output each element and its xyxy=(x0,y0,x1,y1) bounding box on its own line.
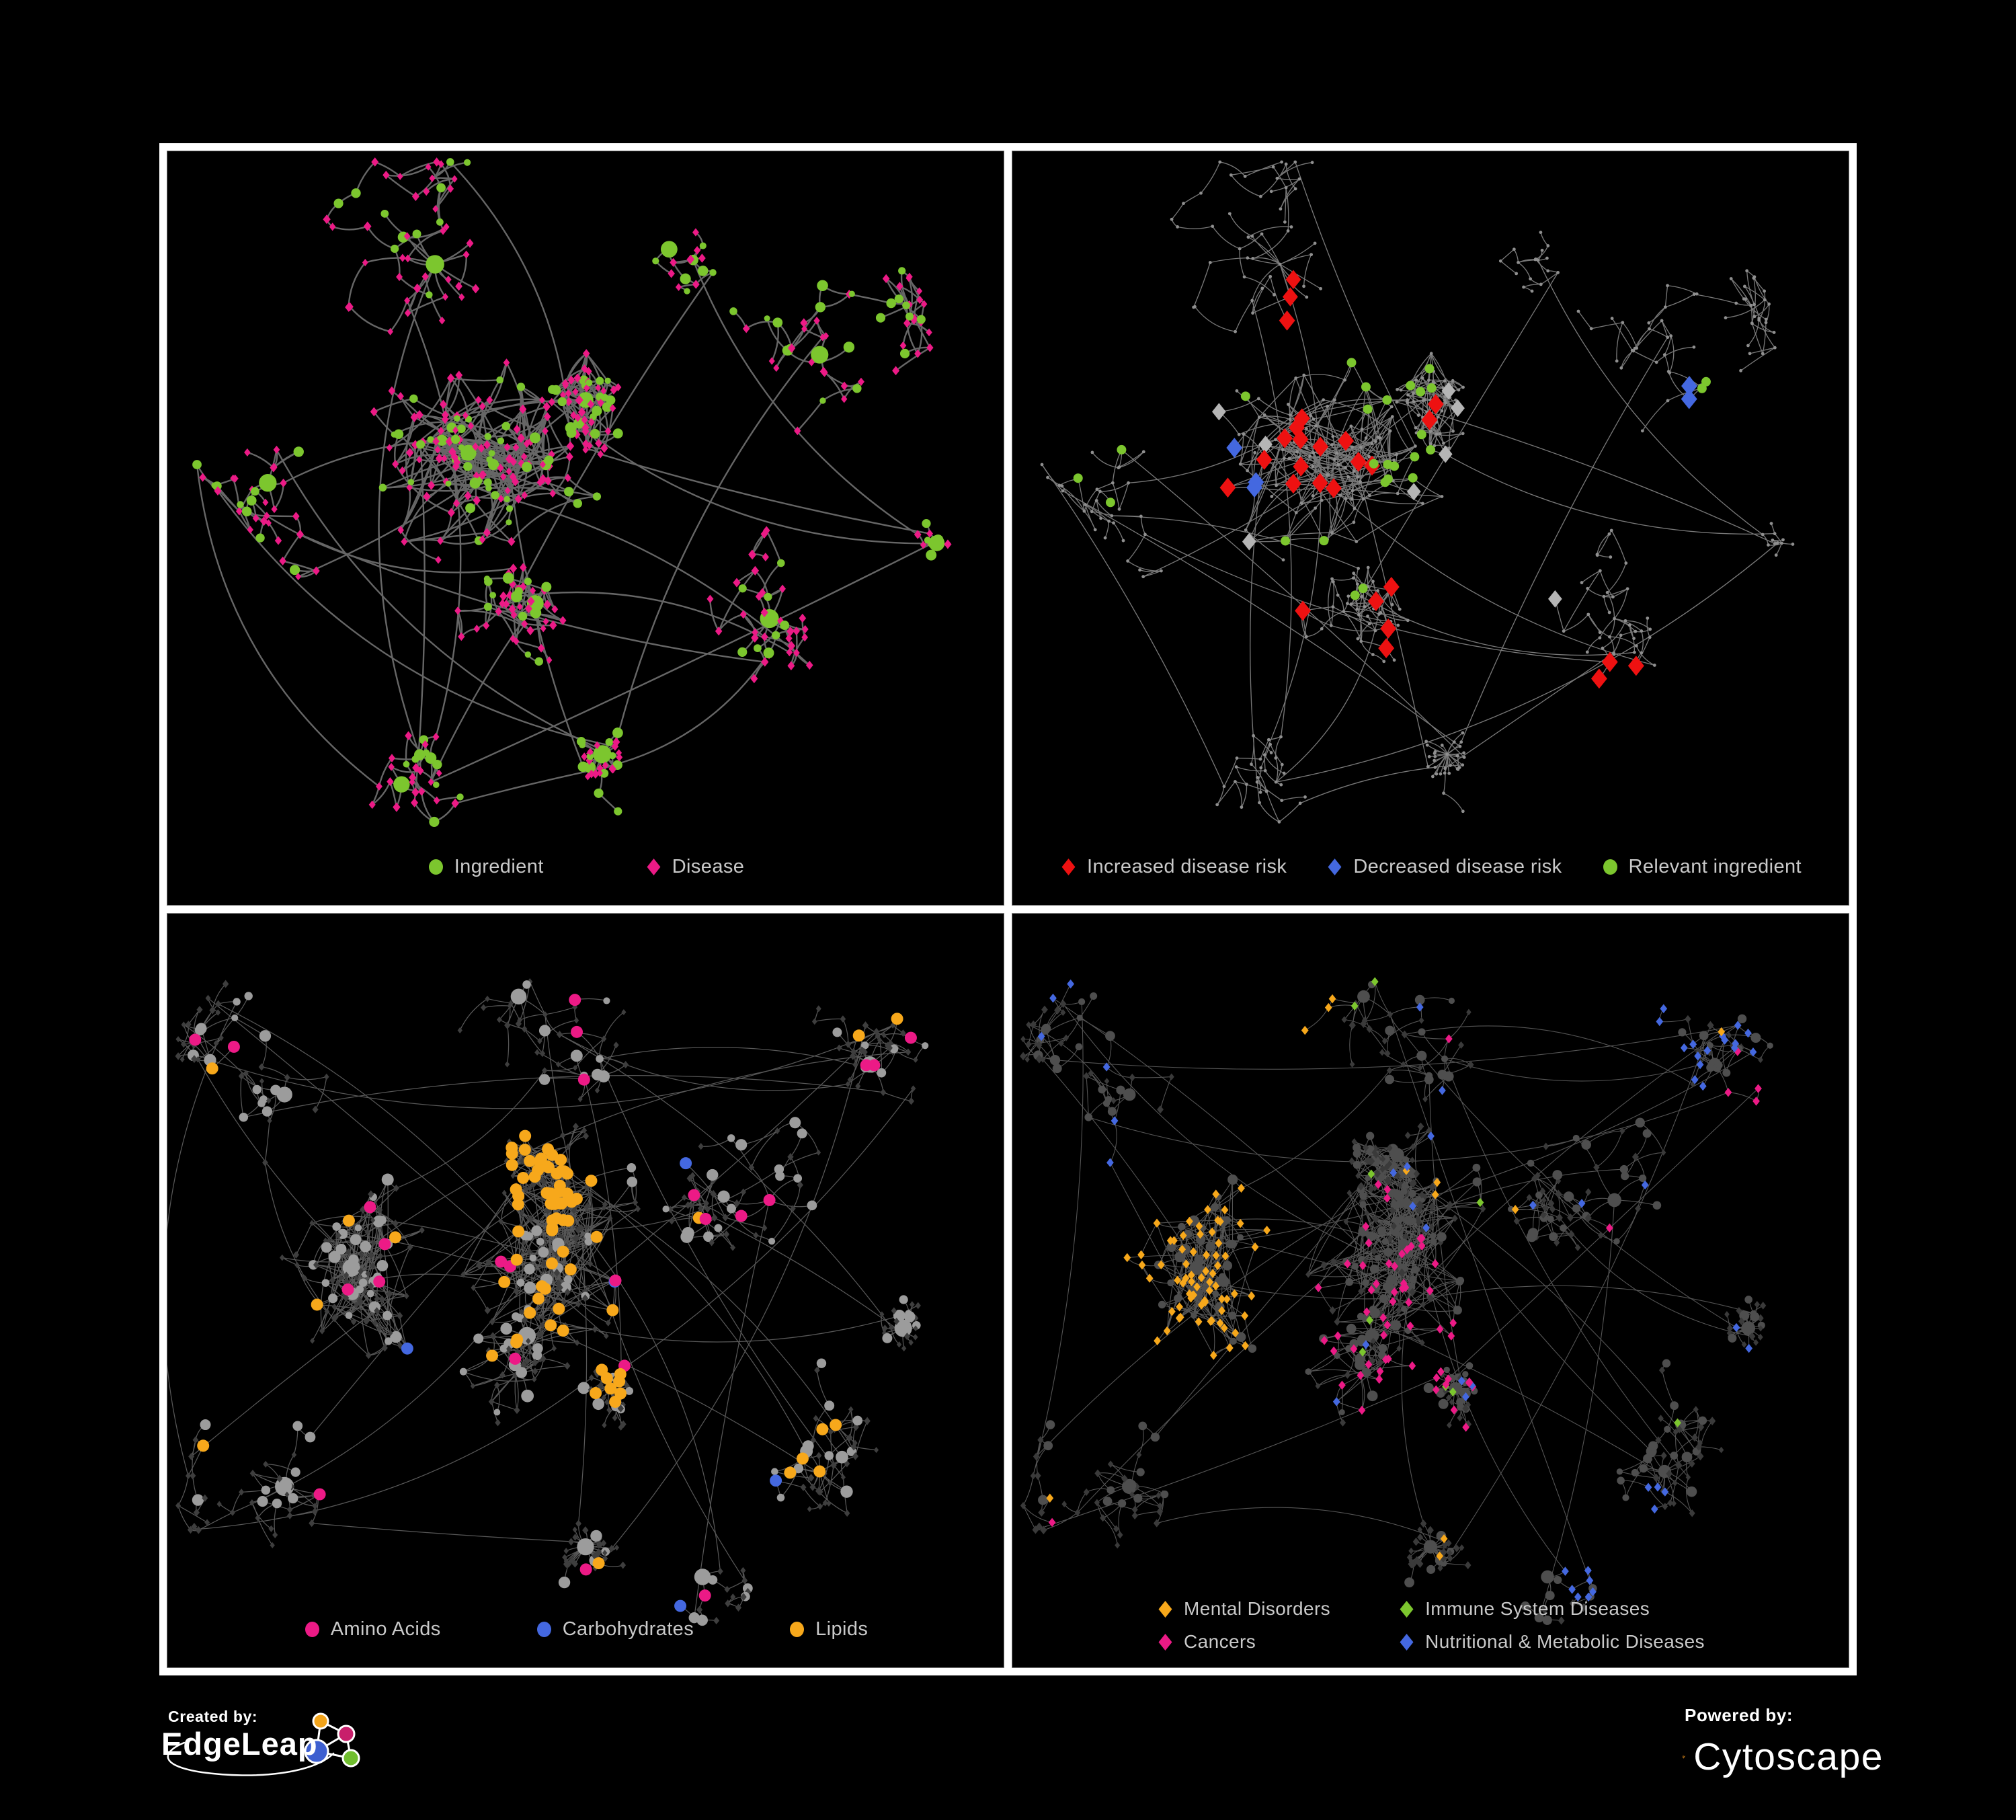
powered-by-label: Powered by: xyxy=(1685,1705,1793,1725)
nutrient-classes-network xyxy=(167,978,929,1626)
cytoscape-logo-icon xyxy=(1682,1755,1685,1759)
panel-node-types: Ingredient Disease xyxy=(167,151,1004,906)
disease-risk-network xyxy=(1040,160,1795,824)
panel-disease-risk: Increased disease risk Decreased disease … xyxy=(1012,151,1849,906)
panel-nutrient-classes: Amino Acids Carbohydrates Lipids xyxy=(167,913,1004,1668)
edgeleap-branding: Created by: EdgeLeap xyxy=(161,1705,390,1792)
created-by-label: Created by: xyxy=(168,1708,258,1725)
cytoscape-branding: Powered by: Cytoscape xyxy=(1682,1705,1884,1786)
node-types-network xyxy=(192,157,952,828)
disease-classes-network xyxy=(1020,977,1773,1625)
edgeleap-wordmark: EdgeLeap xyxy=(161,1726,318,1762)
panels-frame: Ingredient Disease Increased disease risk… xyxy=(159,143,1857,1675)
edgeleap-logo-icon xyxy=(167,1712,360,1776)
cytoscape-wordmark: Cytoscape xyxy=(1693,1735,1884,1778)
panel-disease-classes: Mental Disorders Immune System Diseases Ca… xyxy=(1012,913,1849,1668)
